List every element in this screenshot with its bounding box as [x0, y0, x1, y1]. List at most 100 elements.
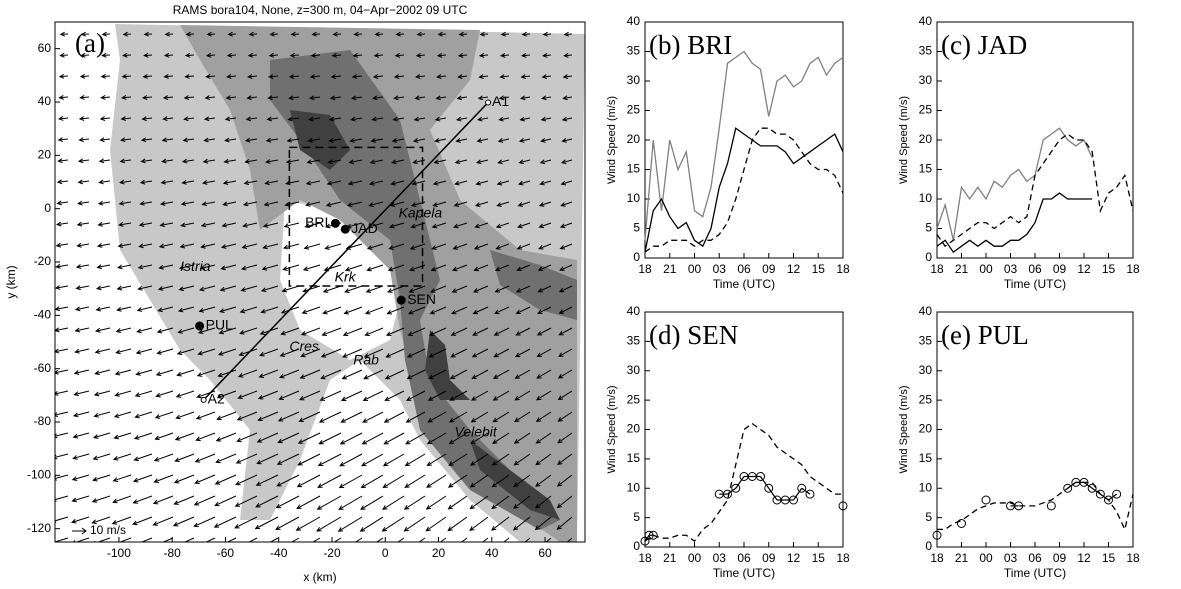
y-tick-label: 30: [627, 73, 641, 87]
wind-vector: [557, 411, 573, 422]
wind-vector: [157, 306, 174, 313]
x-tick-label: -100: [107, 546, 131, 560]
y-axis-label: Wind Speed (m/s): [898, 385, 910, 473]
wind-vector: [93, 390, 111, 397]
wind-vector: [199, 264, 216, 271]
wind-vector: [55, 537, 69, 542]
wind-vector: [224, 137, 237, 143]
wind-vector: [143, 52, 153, 58]
wind-vector: [451, 285, 468, 293]
y-tick-label: 30: [919, 73, 933, 87]
obs-point: [723, 489, 732, 499]
wind-vector: [514, 390, 531, 401]
place-label: Velebit: [454, 423, 497, 439]
wind-vector: [97, 221, 111, 227]
wind-vector: [193, 495, 216, 506]
wind-vector: [55, 242, 69, 248]
wind-vector: [73, 390, 90, 397]
wind-vector: [428, 348, 447, 358]
wind-vector: [385, 348, 405, 358]
wind-vector: [174, 453, 195, 463]
wind-vector: [472, 285, 489, 293]
wind-vector: [411, 180, 426, 186]
y-tick-label: 20: [919, 132, 933, 146]
wind-vector: [254, 516, 279, 530]
wind-vector: [117, 264, 132, 270]
wind-vector: [204, 95, 216, 101]
wind-vector: [328, 138, 342, 143]
place-label: Rab: [353, 351, 379, 367]
wind-vector: [154, 411, 174, 419]
wind-vector: [503, 537, 510, 542]
y-tick-label: 30: [919, 363, 933, 377]
x-tick-label: 18: [638, 551, 652, 565]
wind-vector: [301, 306, 321, 315]
wind-vector: [344, 285, 363, 293]
wind-vector: [120, 137, 132, 143]
wind-vector: [183, 116, 195, 122]
wind-vector: [55, 327, 69, 333]
wind-vector: [460, 537, 468, 542]
panel-label: (d) SEN: [649, 320, 738, 350]
wind-vector: [214, 474, 237, 485]
wind-vector: [479, 31, 489, 37]
wind-vector: [513, 495, 531, 509]
wind-vector: [276, 453, 300, 465]
wind-vector: [557, 432, 573, 444]
y-tick-label: 20: [38, 148, 52, 162]
wind-vector: [278, 369, 300, 379]
wind-vector: [261, 264, 279, 271]
wind-vector: [556, 516, 573, 530]
wind-vector: [172, 516, 195, 527]
wind-vector: [491, 474, 510, 488]
wind-vector: [220, 264, 237, 271]
wind-vector: [368, 201, 384, 207]
x-tick-label: 06: [1028, 551, 1042, 565]
wind-vector: [340, 390, 363, 401]
wind-vector: [542, 31, 552, 37]
wind-vector: [494, 306, 510, 315]
y-tick-label: 10: [919, 191, 933, 205]
wind-vector: [300, 327, 321, 336]
wind-vector: [477, 116, 489, 122]
y-tick-label: 15: [627, 451, 641, 465]
wind-vector: [473, 264, 489, 272]
station: [396, 295, 406, 305]
wind-vector: [58, 94, 69, 100]
wind-vector: [429, 306, 447, 315]
x-tick-label: 12: [1077, 551, 1091, 565]
wind-vector: [203, 116, 216, 122]
wind-vector: [174, 432, 195, 441]
x-tick-label: 09: [762, 262, 776, 276]
wind-vector: [515, 285, 531, 293]
wind-vector: [101, 52, 111, 58]
place-label: Krk: [335, 269, 357, 285]
wind-vector: [281, 285, 300, 293]
wind-vector: [371, 116, 384, 122]
x-tick-label: 00: [688, 551, 702, 565]
place-label: Istria: [180, 258, 211, 274]
wind-vector: [72, 411, 90, 418]
wind-vector: [495, 243, 510, 250]
wind-vector: [119, 179, 132, 185]
place-label: Cres: [289, 338, 319, 354]
wind-vector: [94, 369, 111, 376]
wind-vector: [202, 158, 216, 164]
wind-vector: [236, 411, 258, 421]
wind-vector: [491, 495, 510, 510]
wind-vector: [513, 474, 531, 488]
wind-vector: [219, 306, 237, 313]
wind-vector: [426, 432, 447, 445]
wind-vector: [196, 369, 216, 377]
wind-vector: [519, 95, 531, 101]
y-tick-label: 40: [627, 304, 641, 318]
wind-vector: [537, 285, 552, 293]
wind-vector: [72, 537, 90, 542]
wind-vector: [307, 137, 321, 143]
wind-vector: [223, 158, 237, 164]
plot-frame: [54, 21, 586, 543]
wind-vector: [452, 243, 468, 250]
wind-vector: [77, 200, 90, 206]
wind-vector: [536, 369, 552, 379]
wind-vector: [448, 411, 468, 423]
